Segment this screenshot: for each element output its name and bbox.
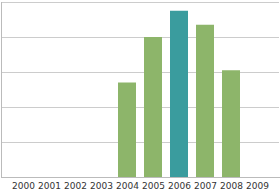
svg-text:2002: 2002 [64,181,87,191]
svg-text:2008: 2008 [220,181,243,191]
svg-text:2001: 2001 [38,181,61,191]
svg-text:2000: 2000 [12,181,35,191]
svg-text:2003: 2003 [90,181,113,191]
svg-text:2006: 2006 [168,181,191,191]
svg-text:2005: 2005 [142,181,165,191]
svg-text:2007: 2007 [194,181,217,191]
svg-text:2004: 2004 [116,181,139,191]
svg-text:2009: 2009 [246,181,269,191]
